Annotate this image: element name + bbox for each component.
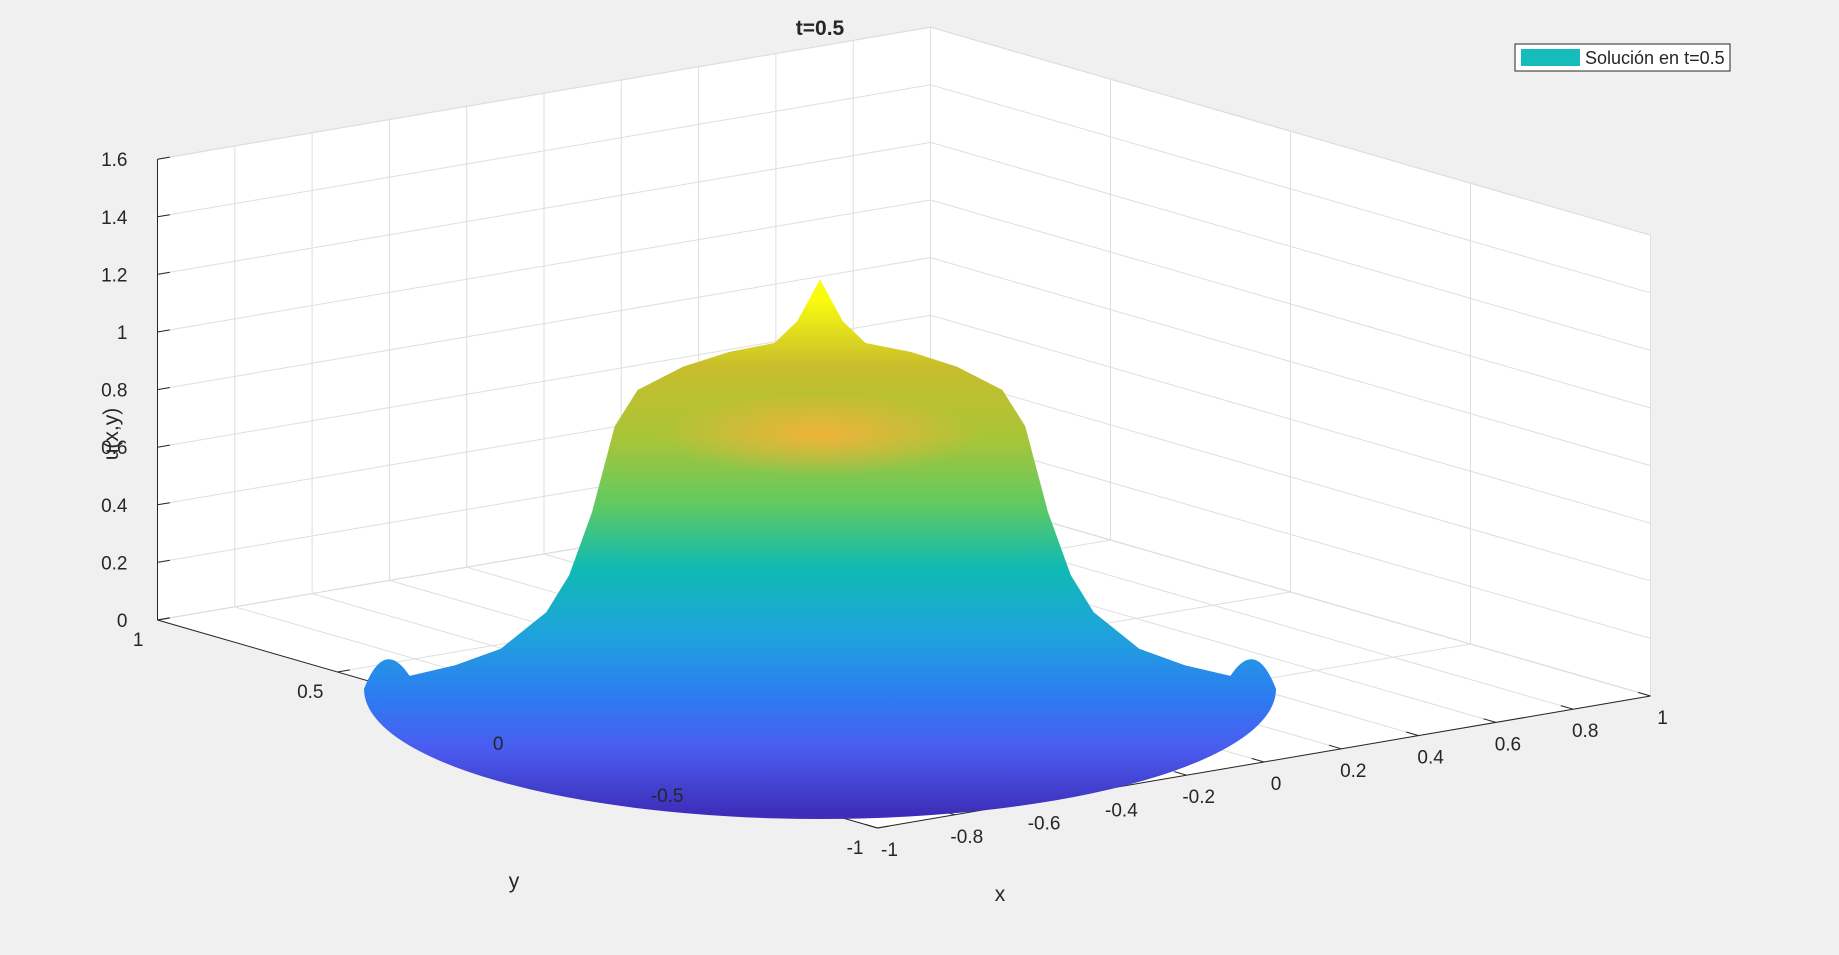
gridline [930, 314, 1651, 524]
z-tick-label: 1.6 [101, 150, 127, 171]
tick-mark [157, 156, 170, 160]
z-tick-label: 0.8 [101, 381, 127, 402]
legend-swatch [1521, 49, 1580, 66]
gridline [157, 84, 931, 218]
surface-cap-glow [659, 396, 981, 481]
x-tick-label: 1 [1657, 708, 1668, 729]
tick-mark [157, 271, 170, 275]
x-tick-label: 0.8 [1572, 721, 1598, 742]
x-tick-label: -0.6 [1028, 814, 1061, 835]
tick-mark [157, 329, 170, 333]
surface-body [364, 279, 1276, 819]
y-tick-label: 0.5 [297, 682, 323, 703]
x-tick-label: -0.2 [1182, 787, 1215, 808]
x-tick-labels: -1 -0.8 -0.6 -0.4 -0.2 0 0.2 0.4 0.6 0.8 1 [881, 708, 1668, 861]
tick-mark [157, 559, 170, 563]
tick-mark [1328, 744, 1342, 750]
gridline [157, 199, 931, 333]
z-tick-label: 0.6 [101, 438, 127, 459]
z-tick-label: 1.2 [101, 265, 127, 286]
z-tick-label: 1 [117, 323, 128, 344]
x-tick-label: 0.4 [1417, 748, 1444, 769]
gridline [157, 141, 931, 275]
tick-labels: -1 -0.8 -0.6 -0.4 -0.2 0 0.2 0.4 0.6 0.8 1 -1 -0.5 0… [101, 150, 1668, 861]
gridline [930, 141, 1651, 351]
tick-mark [877, 825, 890, 829]
tick-mark [337, 669, 350, 673]
x-tick-label: -1 [881, 840, 898, 861]
x-tick-label: -0.4 [1105, 800, 1138, 821]
tick-mark [1406, 731, 1419, 737]
z-tick-labels: 0 0.2 0.4 0.6 0.8 1 1.2 1.4 1.6 [101, 150, 128, 632]
x-axis-label: x [995, 883, 1006, 906]
gridline [930, 199, 1651, 409]
tick-mark [157, 502, 170, 506]
x-tick-label: 0 [1271, 774, 1282, 795]
tick-mark [157, 214, 170, 218]
tick-mark [1483, 718, 1497, 723]
gridline [930, 429, 1651, 639]
tick-mark [1560, 705, 1574, 710]
legend[interactable]: Solución en t=0.5 [1514, 43, 1731, 72]
y-tick-label: -1 [847, 838, 864, 859]
x-tick-label: -0.8 [950, 827, 983, 848]
gridline [157, 26, 931, 160]
tick-mark [1251, 757, 1265, 763]
tick-mark [1637, 691, 1651, 697]
tick-mark [157, 387, 170, 391]
x-tick-label: 0.2 [1340, 761, 1366, 782]
tick-mark [157, 444, 170, 448]
y-axis-label: y [509, 870, 520, 893]
y-tick-label: 0 [493, 734, 504, 755]
tick-mark [157, 617, 170, 621]
y-tick-labels: -1 -0.5 0 0.5 1 [133, 630, 864, 859]
gridline [930, 257, 1651, 467]
x-tick-label: 0.6 [1495, 734, 1521, 755]
z-tick-label: 0.2 [101, 553, 127, 574]
gridline [930, 84, 1651, 294]
chart-title: t=0.5 [796, 17, 845, 40]
z-tick-label: 1.4 [101, 208, 128, 229]
gridline [157, 257, 931, 391]
z-tick-label: 0.4 [101, 496, 128, 517]
tick-mark [864, 823, 878, 829]
gridline [930, 26, 1651, 236]
legend-entry-label: Solución en t=0.5 [1585, 48, 1725, 68]
gridline [930, 372, 1651, 582]
tick-mark [1174, 771, 1187, 776]
z-axis-label: u(x,y) [100, 408, 123, 461]
y-tick-label: -0.5 [651, 786, 684, 807]
z-tick-label: 0 [117, 611, 128, 632]
y-tick-label: 1 [133, 630, 144, 651]
surface-plot [364, 279, 1276, 819]
